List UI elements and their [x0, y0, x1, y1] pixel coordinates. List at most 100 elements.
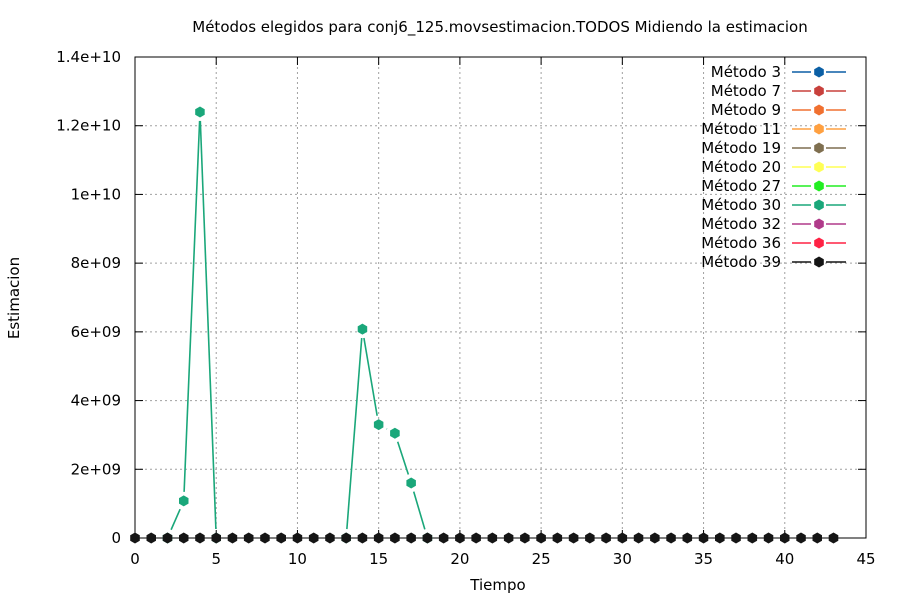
x-tick-label: 0: [130, 550, 140, 568]
legend-label: Método 3: [711, 63, 781, 81]
series-m-todo-39-point: [179, 532, 189, 544]
series-m-todo-39-point: [666, 532, 676, 544]
y-tick-labels: 0 2e+09 4e+09 6e+09 8e+09 1e+10 1.2e+10 1.4e+10: [56, 48, 121, 547]
x-tick-label: 25: [532, 550, 551, 568]
legend-marker: [814, 142, 824, 154]
series-m-todo-39-point: [487, 532, 498, 544]
series-m-todo-39-point: [162, 532, 173, 544]
legend-label: Método 30: [701, 196, 781, 214]
series-m-todo-30-segment: [396, 441, 410, 475]
series-m-todo-39-point: [585, 532, 595, 544]
series-m-todo-30-segment: [199, 120, 217, 530]
legend-label: Método 9: [711, 101, 781, 119]
legend-item-m-todo-9: Método 9: [711, 101, 846, 119]
y-tick-label: 4e+09: [71, 392, 121, 410]
legend-marker: [814, 180, 824, 192]
legend-item-m-todo-27: Método 27: [701, 177, 846, 195]
series-m-todo-39-point: [682, 532, 693, 544]
x-tick-label: 35: [694, 550, 713, 568]
legend-item-m-todo-19: Método 19: [701, 139, 846, 157]
legend-item-m-todo-3: Método 3: [711, 63, 846, 81]
legend-item-m-todo-20: Método 20: [701, 158, 846, 176]
series-m-todo-39-point: [731, 532, 741, 544]
x-tick-label: 15: [369, 550, 388, 568]
legend-item-m-todo-11: Método 11: [701, 120, 846, 138]
series-m-todo-39-point: [455, 532, 465, 544]
series-m-todo-30-point: [195, 106, 205, 118]
legend-marker: [814, 199, 824, 211]
y-tick-label: 8e+09: [71, 254, 121, 272]
series-m-todo-39-point: [568, 532, 579, 544]
x-tick-label: 40: [775, 550, 794, 568]
series-m-todo-39-point: [520, 532, 530, 544]
legend-label: Método 19: [701, 139, 781, 157]
series-m-todo-39-point: [406, 532, 416, 544]
legend-marker: [814, 256, 824, 268]
y-tick-label: 1e+10: [71, 185, 121, 203]
legend-marker: [814, 66, 824, 78]
series-m-todo-39-point: [503, 532, 514, 544]
series-m-todo-30-point: [390, 427, 400, 439]
series-m-todo-39-point: [698, 532, 709, 544]
legend-item-m-todo-30: Método 30: [701, 196, 846, 214]
series-m-todo-30-segment: [170, 508, 181, 531]
series-m-todo-39-point: [796, 532, 806, 544]
series-m-todo-39-point: [195, 532, 205, 544]
series-m-todo-39-point: [617, 532, 628, 544]
x-tick-label: 20: [450, 550, 469, 568]
x-tick-label: 45: [856, 550, 875, 568]
series-m-todo-39-point: [552, 532, 563, 544]
legend-marker: [814, 237, 824, 249]
series-m-todo-39-point: [536, 532, 546, 544]
series-m-todo-39-point: [227, 532, 238, 544]
series-m-todo-39-point: [243, 532, 254, 544]
y-tick-label: 1.4e+10: [56, 48, 121, 66]
series-m-todo-30-segment: [183, 120, 201, 492]
series-m-todo-39-point: [130, 532, 140, 544]
series-m-todo-39-point: [357, 532, 368, 544]
x-tick-label: 5: [211, 550, 221, 568]
series-m-todo-39-point: [373, 532, 384, 544]
series-m-todo-39-point: [747, 532, 758, 544]
legend-marker: [814, 85, 824, 97]
series-lines: [170, 120, 426, 531]
series-m-todo-39-point: [422, 532, 433, 544]
series-m-todo-39-point: [812, 532, 822, 544]
plot-frame: [134, 56, 867, 539]
series-m-todo-39-point: [276, 532, 286, 544]
legend-item-m-todo-32: Método 32: [701, 215, 846, 233]
series-m-todo-30-segment: [412, 491, 426, 530]
series-m-todo-30-point: [406, 477, 416, 489]
series-m-todo-30-segment: [346, 338, 363, 530]
y-tick-label: 6e+09: [71, 323, 121, 341]
series-m-todo-39-point: [341, 532, 351, 544]
chart-title: Métodos elegidos para conj6_125.movsesti…: [192, 18, 807, 37]
legend-label: Método 32: [701, 215, 781, 233]
series-m-todo-39-point: [633, 532, 644, 544]
series-m-todo-39-point: [650, 532, 660, 544]
series-m-todo-30-segment: [363, 337, 378, 416]
y-tick-label: 1.2e+10: [56, 117, 121, 135]
legend-label: Método 20: [701, 158, 781, 176]
legend-marker: [814, 161, 824, 173]
series-points: [130, 106, 839, 544]
series-m-todo-39-point: [438, 532, 449, 544]
series-m-todo-30-point: [179, 495, 189, 507]
series-m-todo-39-point: [715, 532, 725, 544]
series-m-todo-39-point: [292, 532, 303, 544]
legend-label: Método 27: [701, 177, 781, 195]
x-axis-title: Tiempo: [469, 576, 525, 594]
series-m-todo-39-point: [390, 532, 400, 544]
legend-item-m-todo-39: Método 39: [701, 253, 846, 271]
grid: [135, 57, 866, 538]
series-m-todo-30-point: [373, 419, 384, 431]
series-m-todo-39-point: [211, 532, 221, 544]
series-m-todo-39-point: [308, 532, 319, 544]
series-m-todo-39-point: [325, 532, 335, 544]
series-m-todo-39-point: [471, 532, 481, 544]
legend-label: Método 7: [711, 82, 781, 100]
legend-marker: [814, 218, 824, 230]
legend-item-m-todo-7: Método 7: [711, 82, 846, 100]
series-m-todo-39-point: [146, 532, 156, 544]
